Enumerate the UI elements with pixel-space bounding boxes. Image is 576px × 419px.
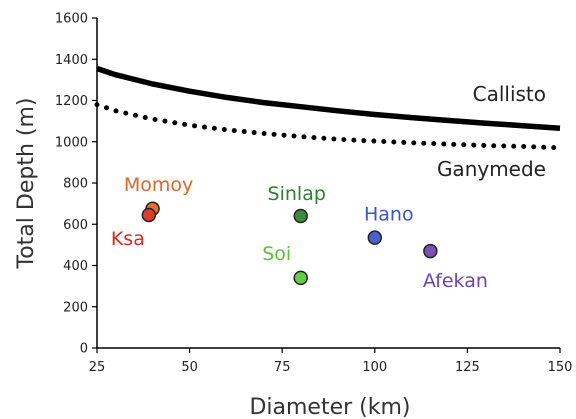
x-tick-label: 75 <box>274 360 291 375</box>
data-point-ksa <box>141 207 157 223</box>
y-tick-label: 1600 <box>55 12 88 27</box>
x-tick-label: 150 <box>548 360 573 375</box>
data-point-afekan <box>423 243 438 259</box>
x-tick-label: 25 <box>89 360 106 375</box>
x-tick-label: 100 <box>362 360 387 375</box>
y-tick-label: 800 <box>63 177 88 192</box>
y-tick-label: 1400 <box>55 53 88 68</box>
data-label-sinlap: Sinlap <box>268 183 326 205</box>
y-tick-label: 600 <box>63 218 88 233</box>
y-axis-title: Total Depth (m) <box>14 98 39 270</box>
data-label-momoy: Momoy <box>124 174 193 196</box>
x-tick-label: 125 <box>455 360 480 375</box>
data-point-soi <box>293 270 308 286</box>
callisto-curve-label: Callisto <box>473 82 546 106</box>
y-tick-label: 200 <box>63 300 88 315</box>
data-label-soi: Soi <box>262 243 291 265</box>
y-tick-label: 0 <box>80 342 88 357</box>
y-tick-label: 1200 <box>55 94 88 109</box>
y-tick-label: 1000 <box>55 135 88 150</box>
data-label-ksa: Ksa <box>111 228 145 250</box>
callisto-curve <box>96 65 561 132</box>
x-tick-label: 50 <box>181 360 198 375</box>
y-tick-label: 400 <box>63 259 88 274</box>
data-point-hano <box>367 230 383 245</box>
data-label-hano: Hano <box>364 204 414 226</box>
data-label-afekan: Afekan <box>423 270 488 292</box>
data-point-sinlap <box>293 208 308 224</box>
x-axis-title: Diameter (km) <box>249 395 410 419</box>
ganymede-curve-label: Ganymede <box>437 157 546 181</box>
